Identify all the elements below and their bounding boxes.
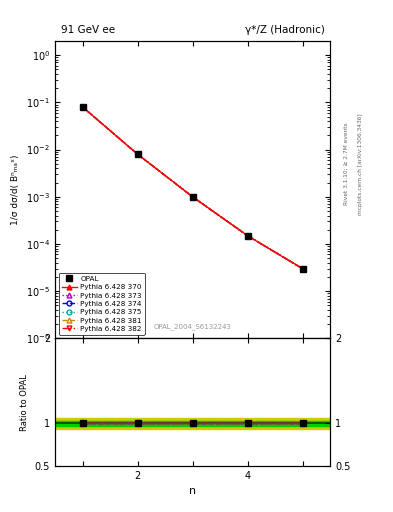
Legend: OPAL, Pythia 6.428 370, Pythia 6.428 373, Pythia 6.428 374, Pythia 6.428 375, Py: OPAL, Pythia 6.428 370, Pythia 6.428 373…	[59, 273, 145, 335]
Bar	[55, 418, 330, 429]
Text: Rivet 3.1.10; ≥ 2.7M events: Rivet 3.1.10; ≥ 2.7M events	[344, 122, 349, 205]
Y-axis label: 1/σ dσ/d( Bⁿₘₐˣ): 1/σ dσ/d( Bⁿₘₐˣ)	[11, 155, 20, 225]
Text: OPAL_2004_S6132243: OPAL_2004_S6132243	[154, 323, 231, 330]
Text: γ*/Z (Hadronic): γ*/Z (Hadronic)	[245, 25, 325, 35]
Text: 91 GeV ee: 91 GeV ee	[61, 25, 115, 35]
Bar	[55, 421, 330, 426]
X-axis label: n: n	[189, 486, 196, 496]
Text: mcplots.cern.ch [arXiv:1306.3436]: mcplots.cern.ch [arXiv:1306.3436]	[358, 113, 363, 215]
Y-axis label: Ratio to OPAL: Ratio to OPAL	[20, 374, 29, 431]
